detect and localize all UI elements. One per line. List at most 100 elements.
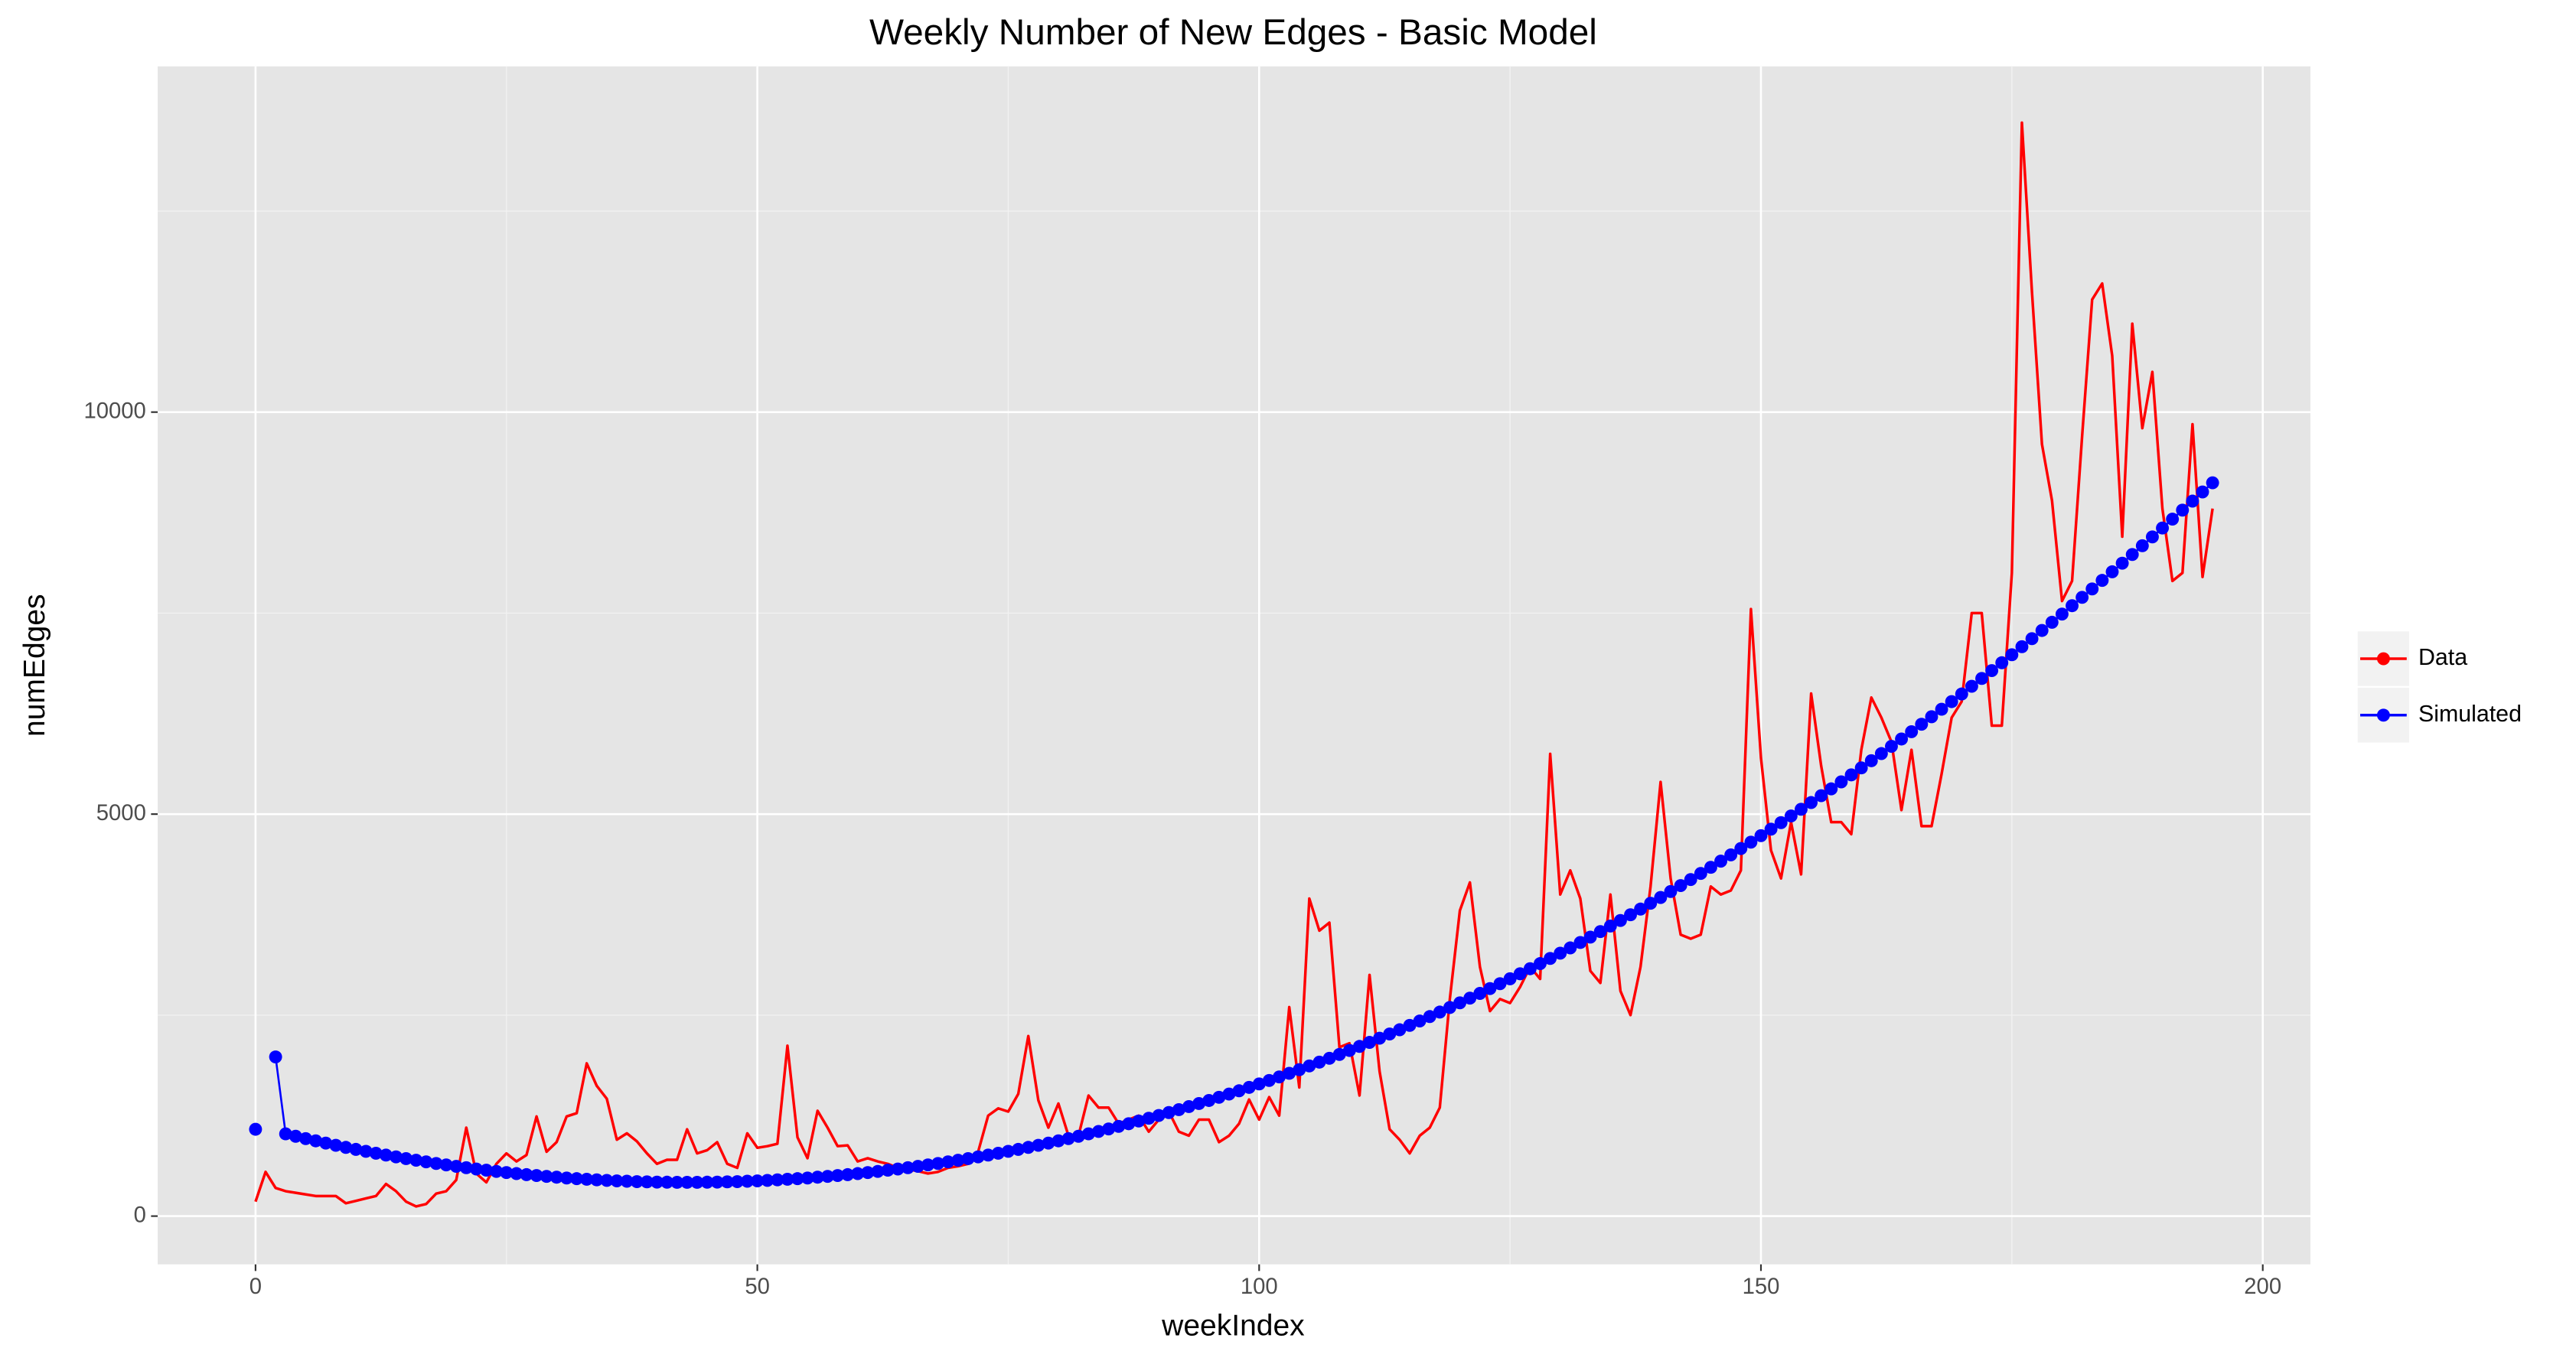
data-point (971, 1150, 985, 1164)
data-point (559, 1171, 573, 1185)
data-point (931, 1157, 945, 1171)
y-axis-title: numEdges (18, 594, 51, 737)
data-point (1955, 687, 1968, 701)
data-point (761, 1174, 774, 1187)
data-point (2135, 539, 2149, 552)
data-point (1383, 1027, 1397, 1041)
data-point (2176, 503, 2190, 517)
data-point (2125, 548, 2139, 562)
data-point (1042, 1136, 1055, 1150)
data-point (1433, 1005, 1446, 1019)
data-point (349, 1142, 363, 1156)
data-point (2095, 574, 2109, 588)
data-point (660, 1175, 674, 1189)
data-point (1363, 1036, 1377, 1049)
data-point (1864, 754, 1878, 767)
data-point (1453, 996, 1467, 1010)
data-point (1754, 829, 1768, 842)
x-tick-label: 50 (745, 1275, 770, 1299)
data-point (1674, 879, 1687, 893)
data-point (1032, 1138, 1045, 1152)
legend-label: Data (2418, 645, 2467, 670)
data-point (1373, 1031, 1387, 1045)
data-point (1624, 908, 1637, 922)
data-point (921, 1158, 934, 1172)
data-point (1052, 1134, 1065, 1148)
data-point (891, 1162, 905, 1176)
data-point (991, 1146, 1005, 1160)
data-point (2145, 530, 2159, 544)
data-point (670, 1176, 684, 1189)
data-point (851, 1167, 865, 1180)
data-point (680, 1176, 694, 1189)
data-point (1513, 967, 1527, 981)
data-point (791, 1172, 804, 1186)
data-point (951, 1154, 965, 1167)
data-point (690, 1176, 704, 1189)
data-point (1694, 867, 1707, 881)
data-point (2186, 494, 2199, 508)
data-point (359, 1144, 373, 1158)
data-point (1172, 1103, 1185, 1116)
data-point (1654, 891, 1668, 904)
data-point (1312, 1055, 1326, 1069)
data-point (640, 1175, 654, 1189)
data-point (1985, 664, 1999, 678)
x-axis-title: weekIndex (1161, 1309, 1305, 1342)
data-point (1564, 941, 1577, 955)
y-tick-label: 5000 (96, 801, 146, 825)
data-point (329, 1138, 343, 1152)
series-line (254, 121, 2214, 1208)
data-point (540, 1170, 553, 1184)
data-point (1142, 1112, 1156, 1125)
data-point (549, 1171, 563, 1184)
legend-label: Simulated (2418, 702, 2522, 727)
data-point (1212, 1090, 1226, 1104)
data-point (520, 1167, 533, 1181)
data-point (1834, 775, 1848, 789)
data-point (1293, 1063, 1306, 1076)
data-point (1603, 919, 1617, 933)
data-point (530, 1169, 543, 1182)
data-point (1232, 1084, 1246, 1098)
data-point (1273, 1070, 1286, 1084)
data-point (439, 1158, 453, 1172)
plot-panel (158, 66, 2310, 1265)
data-point (2005, 648, 2019, 662)
data-point (2156, 521, 2170, 535)
data-point (941, 1155, 955, 1169)
data-point (600, 1174, 614, 1187)
data-point (630, 1175, 644, 1188)
data-point (1613, 913, 1627, 927)
data-point (1242, 1080, 1256, 1094)
data-point (490, 1164, 504, 1178)
data-point (1573, 936, 1587, 949)
data-point (309, 1134, 323, 1148)
data-point (1262, 1073, 1276, 1087)
data-point (700, 1175, 714, 1189)
data-point (1644, 897, 1658, 910)
data-point (1192, 1097, 1206, 1110)
data-point (1885, 740, 1898, 754)
data-point (2206, 476, 2219, 490)
data-point (1132, 1114, 1146, 1128)
legend-swatch (2376, 708, 2390, 722)
data-point (1493, 977, 1507, 991)
data-point (369, 1146, 383, 1160)
data-point (249, 1122, 262, 1136)
chart-title: Weekly Number of New Edges - Basic Model (869, 12, 1597, 53)
data-point (1182, 1100, 1195, 1113)
data-point (1774, 816, 1788, 829)
data-point (1794, 803, 1808, 816)
data-point (1895, 732, 1909, 746)
data-point (1523, 962, 1537, 975)
data-point (1152, 1109, 1166, 1122)
data-point (1764, 822, 1778, 836)
data-point (1704, 861, 1717, 874)
data-point (831, 1169, 844, 1182)
data-point (1403, 1018, 1417, 1032)
data-point (1714, 855, 1728, 868)
data-point (2015, 640, 2029, 653)
data-point (339, 1141, 353, 1154)
data-point (981, 1148, 995, 1162)
